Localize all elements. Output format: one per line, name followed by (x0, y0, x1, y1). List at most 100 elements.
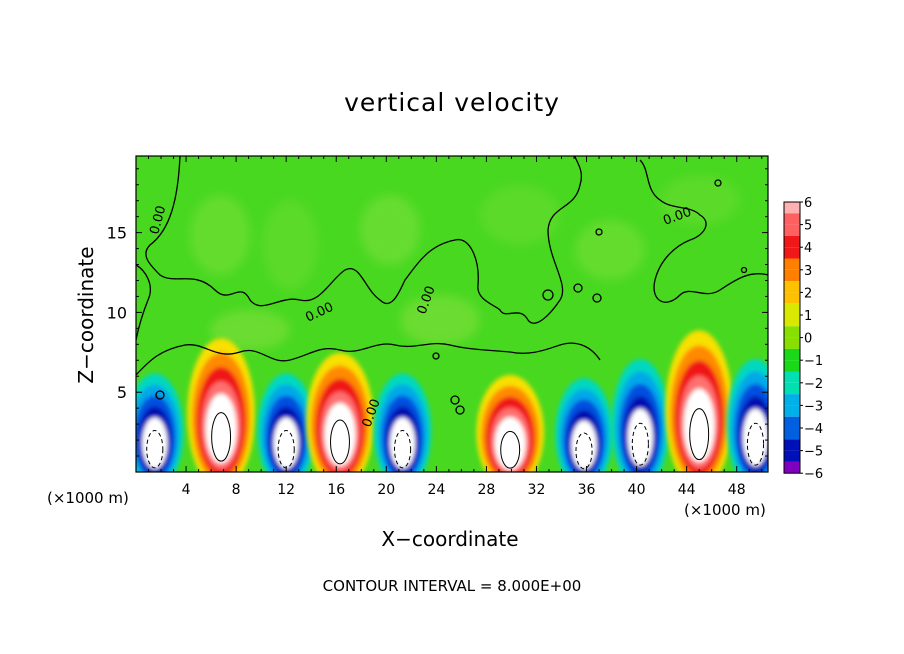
upper-texture (190, 175, 740, 350)
closed-contour (432, 352, 440, 360)
colorbar-label: 3 (804, 264, 812, 279)
closed-contour (595, 228, 603, 236)
x-tick-label: 44 (678, 482, 696, 498)
cell-updraft-1 (187, 338, 255, 472)
cell-band (205, 393, 237, 464)
cell-core-contour (500, 430, 521, 469)
colorbar-segment (784, 213, 800, 225)
colorbar-label: −6 (804, 467, 823, 482)
y-tick-label: 15 (107, 224, 127, 243)
x-tick-label: 12 (277, 482, 295, 498)
colorbar-segment (784, 348, 800, 361)
colorbar-label: 0 (804, 332, 812, 347)
x-tick-label: 40 (628, 482, 646, 498)
colorbar-segment (784, 360, 800, 372)
colorbar-segment (784, 258, 800, 270)
cell-core-contour (631, 422, 649, 466)
colorbar-label: −5 (804, 445, 823, 460)
closed-contour (455, 405, 465, 415)
colorbar-segment (784, 416, 800, 428)
closed-contour (573, 283, 583, 293)
colorbar-segment (784, 224, 800, 236)
chart-title: vertical velocity (344, 88, 560, 117)
x-tick-label: 36 (578, 482, 596, 498)
closed-contour (155, 390, 165, 400)
y-axis-label: Z−coordinate (74, 246, 98, 384)
cell-band (494, 416, 526, 470)
cell-core-contour (394, 430, 412, 469)
x-axis-label: X−coordinate (381, 527, 519, 551)
colorbar-segment (784, 405, 800, 417)
cell-downdraft-9 (726, 359, 768, 472)
cell-band (627, 408, 654, 467)
x-tick-label: 24 (427, 482, 445, 498)
y-tick-label: 5 (117, 383, 127, 402)
x-tick-label: 48 (728, 482, 746, 498)
y-axis: 5 10 15 (107, 168, 768, 457)
colorbar-label: 2 (804, 286, 812, 301)
colorbar-segment (784, 326, 800, 338)
zero-contour-right (639, 159, 768, 303)
cell-downdraft-7 (611, 359, 670, 472)
closed-contour (592, 293, 602, 303)
cell-band (571, 420, 597, 470)
closed-contour (740, 266, 748, 274)
cell-band (142, 417, 168, 469)
colorbar-segment (784, 247, 800, 259)
x-tick-label: 16 (327, 482, 345, 498)
colorbar-segment (784, 382, 800, 395)
x-tick-label: 4 (182, 482, 191, 498)
colorbar: 6 5 4 3 2 1 0 −1 −2 −3 −4 −5 −6 (783, 196, 823, 482)
cell-band (683, 388, 715, 462)
x-unit-label-left: (×1000 m) (47, 489, 129, 507)
y-tick-label: 10 (107, 303, 127, 322)
colorbar-segment (784, 428, 800, 440)
cell-core-contour (575, 432, 593, 470)
colorbar-segment (784, 235, 800, 248)
colorbar-segment (784, 292, 800, 304)
colorbar-label: 5 (804, 219, 812, 234)
colorbar-label: −1 (804, 354, 823, 369)
colorbar-segment (784, 202, 800, 214)
x-tick-label: 20 (377, 482, 395, 498)
cell-downdraft-6 (555, 378, 613, 472)
cell-core-contour (689, 408, 710, 461)
cell-band (742, 408, 768, 467)
closed-contour (450, 395, 460, 405)
closed-contour (714, 179, 722, 187)
x-unit-label-right: (×1000 m) (684, 501, 766, 519)
colorbar-segment (784, 337, 800, 349)
cell-core-contour (211, 412, 232, 462)
x-tick-label: 28 (478, 482, 496, 498)
x-axis: 4 8 12 16 20 24 28 32 36 40 44 48 (148, 156, 763, 498)
contour-label: 0.00 (147, 204, 169, 236)
contour-interval-note: CONTOUR INTERVAL = 8.000E+00 (322, 577, 582, 595)
zero-contour-left-edge (136, 264, 151, 341)
colorbar-segment (784, 371, 800, 383)
colorbar-label: 6 (804, 196, 812, 211)
cell-updraft-8 (665, 330, 733, 472)
cell-band (324, 402, 356, 466)
cell-core-contour (330, 419, 350, 465)
colorbar-label: 4 (804, 241, 812, 256)
colorbar-label: −2 (804, 377, 823, 392)
zero-contour-upper (145, 156, 582, 324)
cell-band (389, 417, 416, 469)
cell-core-contour (746, 422, 765, 466)
colorbar-segment (784, 281, 800, 293)
cell-band (273, 417, 299, 469)
heatmap-field: 0.00 0.00 0.00 0.00 0.00 (136, 156, 768, 472)
colorbar-segment (784, 439, 800, 451)
colorbar-segment (784, 461, 800, 474)
cell-updraft-5 (476, 375, 544, 472)
cell-updraft-3 (306, 352, 374, 472)
colorbar-segment (784, 394, 800, 406)
colorbar-segment (784, 269, 800, 282)
closed-contour (542, 289, 554, 301)
cell-downdraft-2 (257, 373, 315, 472)
cell-core-contour (146, 430, 164, 469)
contour-lines (136, 156, 768, 415)
colorbar-label: 1 (804, 309, 812, 324)
x-tick-label: 8 (232, 482, 241, 498)
